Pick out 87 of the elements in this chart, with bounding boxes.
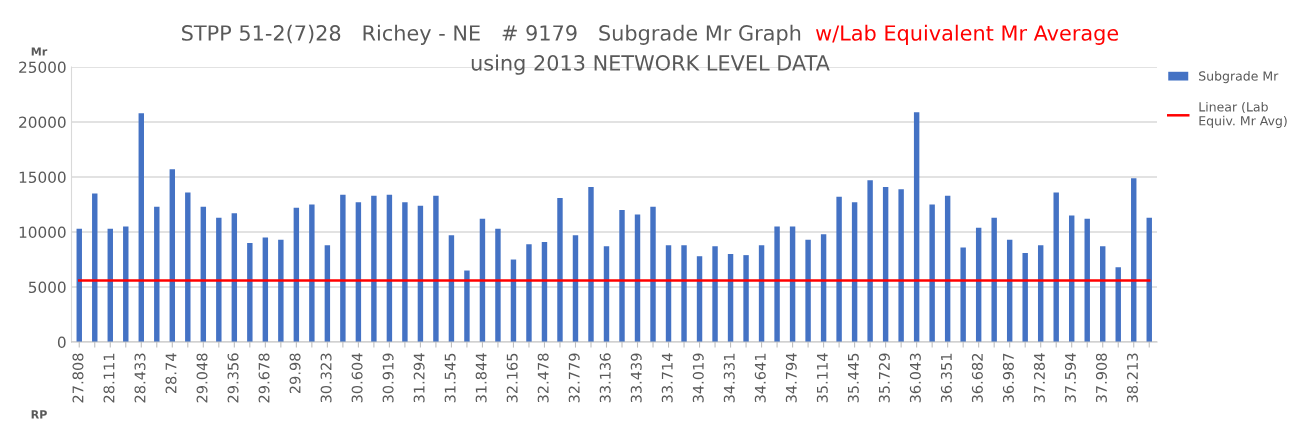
y-tick-label: 15000 [19,171,66,184]
bar [960,247,966,343]
bar [681,245,687,343]
bar [169,169,176,343]
x-axis-title: RP [31,410,47,419]
x-tick-label: 34.331 [723,353,735,403]
y-tick-label: 0 [57,336,66,349]
bar [898,189,904,343]
bar [526,244,532,343]
x-tick-label: 33.714 [661,353,673,403]
bar [402,202,408,343]
x-tick-label: 36.682 [971,353,983,403]
x-tick-label: 29.048 [196,353,208,403]
x-tick-label: 29.98 [289,353,301,394]
x-tick-label: 33.439 [630,353,642,403]
bar [805,239,811,343]
bar [464,270,470,343]
bar [1053,192,1059,343]
bar [495,228,501,343]
x-tick-label: 31.545 [444,353,456,403]
x-tick-label: 32.779 [568,353,580,403]
x-tick-label: 35.729 [878,353,890,403]
y-tick-label: 5000 [28,281,66,294]
legend-label: Linear (Lab Equiv. Mr Avg) [1199,101,1287,128]
bar [355,202,362,343]
x-tick-label: 30.323 [320,353,332,403]
bar [185,192,191,343]
bar [1131,178,1137,343]
bar [650,206,656,343]
bar [557,197,563,343]
x-tick-label: 32.478 [537,353,549,403]
bar [278,239,284,343]
x-tick-label: 31.294 [413,353,425,403]
bar [138,113,144,343]
bar [991,217,997,343]
bar [743,255,749,343]
x-tick-label: 27.808 [72,353,84,403]
x-tick-label: 29.678 [258,353,270,403]
bar [774,226,780,343]
y-axis-title: Mr [31,47,48,56]
legend-label: Subgrade Mr [1199,71,1279,84]
bar [712,246,718,343]
x-tick-label: 31.844 [475,353,487,403]
y-tick-label: 20000 [19,116,66,129]
bar [309,204,315,343]
bar [231,213,238,343]
bar [1146,217,1152,343]
bar [340,194,346,343]
x-tick-label: 35.114 [816,353,828,403]
bar [882,186,889,343]
bar [867,180,873,343]
x-tick-label: 29.356 [227,353,239,403]
x-tick-label: 35.445 [847,353,859,403]
x-tick-label: 28.111 [103,353,115,403]
chart-title: STPP 51-2(7)28 Richey - NE # 9179 Subgrade Mr Graph [182,24,801,45]
x-tick-label: 28.433 [134,353,146,403]
x-tick-label: 34.641 [754,353,766,403]
x-tick-label: 34.794 [785,353,797,403]
bar [1022,252,1028,343]
x-tick-label: 30.919 [382,353,394,403]
y-tick-label: 25000 [19,61,66,74]
text: w/Lab Equivalent Mr Average [816,24,1119,45]
x-tick-label: 36.987 [1002,353,1014,403]
chart-subtitle: using 2013 NETWORK LEVEL DATA [471,54,830,75]
bar [619,210,625,343]
y-tick-label: 10000 [19,226,66,239]
bar [247,243,253,343]
bar [851,202,858,343]
x-tick-label: 28.74 [165,353,177,394]
bar [154,206,160,343]
bar [371,195,377,343]
bar [216,217,222,343]
x-tick-label: 34.019 [692,353,704,403]
x-tick-label: 37.284 [1033,353,1045,403]
x-tick-label: 36.043 [909,353,921,403]
x-tick-label: 33.136 [599,353,611,403]
x-tick-label: 36.351 [940,353,952,403]
bar [588,186,594,343]
x-tick-label: 38.213 [1126,353,1138,403]
bar [929,204,935,343]
x-tick-label: 30.604 [351,353,363,403]
bar [433,195,439,343]
x-tick-label: 37.908 [1095,353,1107,403]
bar [913,112,920,343]
x-tick-label: 37.594 [1064,353,1076,403]
x-tick-label: 32.165 [506,353,518,403]
bar [836,196,842,343]
